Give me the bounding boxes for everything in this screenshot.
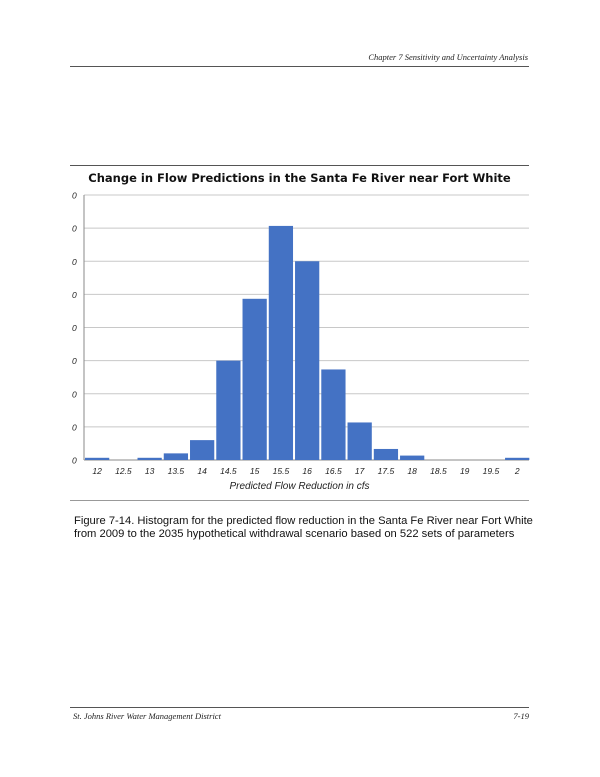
x-tick-label: 13 (145, 466, 155, 476)
histogram-bar (137, 457, 162, 460)
y-tick-label: 0 (72, 389, 77, 399)
histogram-bar (268, 225, 294, 460)
x-tick-label: 14.5 (220, 466, 237, 476)
y-tick-label: 0 (72, 290, 77, 300)
x-tick-label: 15.5 (273, 466, 290, 476)
histogram-bar (373, 448, 399, 460)
x-tick-label: 17.5 (378, 466, 395, 476)
figure-caption: Figure 7-14. Histogram for the predicted… (74, 515, 533, 540)
y-tick-label: 0 (72, 257, 77, 267)
histogram-bar (242, 298, 267, 460)
y-tick-label: 0 (72, 356, 77, 366)
x-tick-label: 15 (250, 466, 260, 476)
histogram-bar (400, 455, 425, 460)
histogram-bar (163, 453, 189, 460)
x-tick-label: 16 (302, 466, 312, 476)
x-tick-label: 17 (355, 466, 365, 476)
histogram-bar (190, 440, 215, 460)
x-axis-label: Predicted Flow Reduction in cfs (229, 481, 370, 492)
x-tick-label: 18.5 (430, 466, 447, 476)
x-tick-label: 12.5 (115, 466, 132, 476)
x-tick-label: 2 (514, 466, 520, 476)
x-tick-label: 19.5 (483, 466, 500, 476)
header-rule (70, 66, 529, 67)
x-tick-label: 12 (92, 466, 102, 476)
y-tick-label: 0 (72, 323, 77, 333)
footer-rule (70, 707, 529, 708)
histogram-bar (505, 457, 530, 460)
histogram-bar (347, 422, 372, 460)
chart-frame-bottom-rule (70, 500, 529, 501)
y-tick-label: 0 (72, 456, 77, 466)
x-tick-label: 19 (460, 466, 470, 476)
x-tick-label: 16.5 (325, 466, 342, 476)
footer-page-number: 7-19 (513, 711, 529, 721)
chart-title: Change in Flow Predictions in the Santa … (88, 171, 511, 185)
histogram-bar (295, 261, 320, 460)
histogram-bar (321, 369, 346, 460)
y-tick-label: 0 (72, 224, 77, 234)
y-tick-label: 0 (72, 422, 77, 432)
x-tick-label: 13.5 (168, 466, 185, 476)
x-tick-label: 14 (197, 466, 207, 476)
y-tick-label: 0 (72, 191, 77, 201)
histogram-bar (216, 360, 241, 460)
footer-organization: St. Johns River Water Management Distric… (73, 711, 221, 721)
chart-frame-top-rule (70, 165, 529, 166)
x-tick-label: 18 (407, 466, 417, 476)
page-header: Chapter 7 Sensitivity and Uncertainty An… (368, 52, 528, 62)
histogram-bar (85, 457, 110, 460)
